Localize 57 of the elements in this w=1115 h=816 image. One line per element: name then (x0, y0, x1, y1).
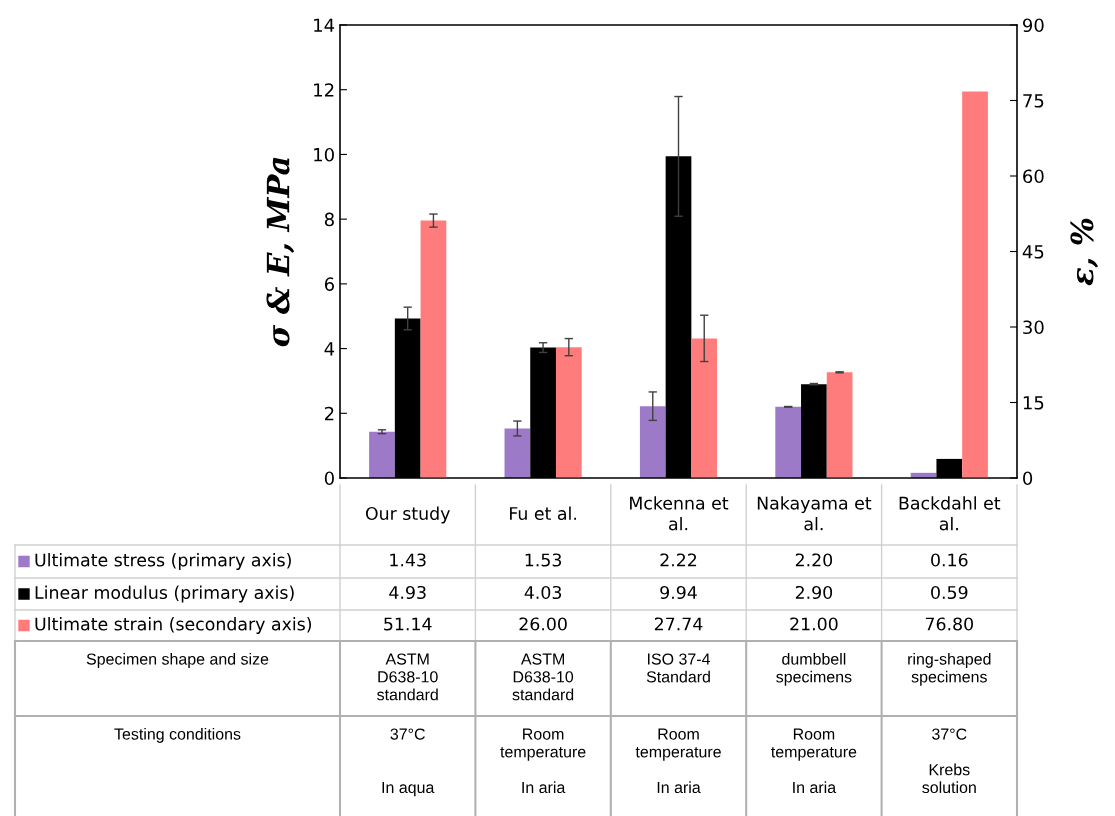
data-label: 1.43 (390, 553, 426, 567)
y2-tick-label: 60 (1023, 169, 1044, 184)
text: dumbbell specimens (776, 653, 852, 686)
legend-label: Ultimate stress (primary axis) (35, 553, 291, 570)
x-tick-label: Our study (365, 506, 450, 524)
data-label: 2.20 (795, 553, 833, 567)
data-label: 21.00 (790, 617, 838, 631)
y-tick-label: 10 (314, 147, 334, 162)
text: ASTM D638-10 standard (512, 653, 574, 701)
data-label: 1.53 (525, 553, 562, 567)
bar (962, 91, 988, 478)
x-tick-label: Nakayama et al. (757, 496, 872, 531)
y2-tick-label: 75 (1023, 94, 1044, 108)
data-label: 4.03 (524, 585, 562, 600)
y-tick-label: 4 (324, 342, 335, 356)
x-tick-label: Backdahl et al. (899, 496, 1001, 531)
text: Room temperature In aria (500, 728, 586, 794)
y-axis-title: σ & E, MPa (266, 157, 295, 347)
y-tick-label: 6 (324, 277, 334, 291)
y-tick-label: 12 (314, 83, 334, 97)
data-label: 9.94 (660, 585, 697, 600)
data-label: 2.90 (795, 585, 833, 600)
bar (775, 406, 802, 478)
text: Testing conditions (114, 728, 241, 743)
legend-label: Linear modulus (primary axis) (35, 585, 294, 603)
text: Room temperature In aria (635, 728, 721, 794)
y2-tick-label: 30 (1023, 320, 1044, 335)
text: Room temperature In aria (771, 728, 857, 794)
bar (369, 431, 395, 478)
data-label: 76.80 (925, 617, 973, 631)
x-tick-label: Mckenna et al. (630, 496, 729, 531)
data-label: 0.59 (931, 585, 968, 600)
x-tick-label: Fu et al. (510, 506, 576, 521)
text: ring-shaped specimens (908, 653, 991, 686)
y2-tick-label: 15 (1023, 396, 1044, 410)
legend-label: Ultimate strain (secondary axis) (35, 617, 312, 634)
y2-tick-label: 0 (1023, 471, 1033, 486)
y-tick-label: 14 (314, 18, 335, 32)
bar (639, 406, 666, 478)
data-label: 26.00 (519, 617, 567, 631)
y-tick-label: 8 (324, 212, 334, 227)
text: ASTM D638-10 standard (377, 653, 438, 701)
y-tick-label: 2 (324, 406, 334, 421)
data-label: 51.14 (384, 617, 432, 631)
y2-tick-label: 45 (1022, 245, 1044, 259)
data-label: 2.22 (660, 553, 697, 567)
y-tick-label: 0 (324, 471, 334, 486)
data-label: 4.93 (389, 585, 426, 600)
bar (504, 428, 531, 478)
text: Specimen shape and size (86, 653, 269, 668)
text: 37°C In aqua (382, 728, 435, 797)
text: 37°C Krebs solution (922, 728, 976, 794)
data-label: 27.74 (654, 617, 703, 631)
data-label: 0.16 (931, 553, 968, 567)
text: ISO 37-4 Standard (646, 653, 710, 683)
y2-tick-label: 90 (1023, 18, 1044, 33)
y2-axis-title: ε, % (1070, 218, 1099, 286)
